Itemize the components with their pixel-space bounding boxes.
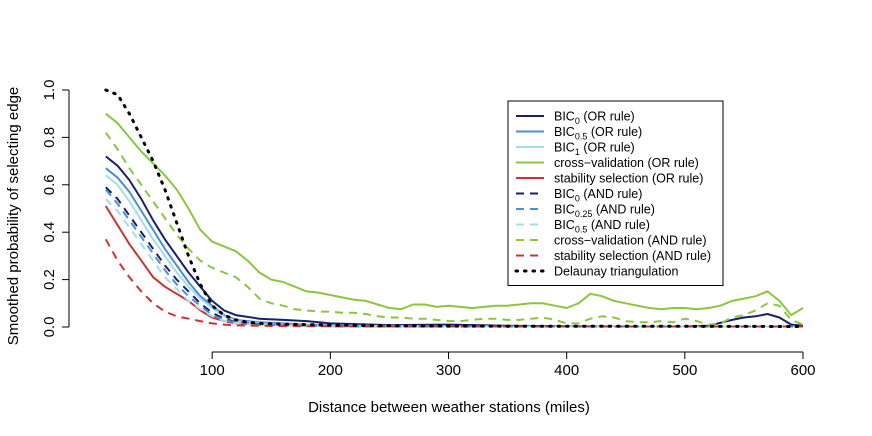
legend-label: BIC0 (OR rule) bbox=[554, 110, 635, 127]
legend-label: Delaunay triangulation bbox=[554, 265, 678, 279]
legend-label-suffix: (OR rule) bbox=[580, 141, 635, 155]
legend-label-base: BIC bbox=[554, 218, 575, 232]
legend-label-base: stability selection bbox=[554, 249, 649, 263]
y-tick-label: 0.6 bbox=[41, 174, 58, 195]
legend-label-subscript: 0.5 bbox=[575, 225, 588, 235]
legend-label-subscript: 1 bbox=[575, 147, 580, 157]
y-tick-label: 1.0 bbox=[41, 80, 58, 101]
y-axis-label: Smoothed probability of selecting edge bbox=[5, 87, 22, 346]
legend-label: stability selection (AND rule) bbox=[554, 249, 711, 263]
legend-label-suffix: (OR rule) bbox=[644, 156, 699, 170]
series-line-1 bbox=[105, 155, 804, 328]
x-tick-label: 500 bbox=[672, 362, 697, 379]
legend-label-base: cross−validation bbox=[554, 156, 644, 170]
legend-label-suffix: (AND rule) bbox=[649, 249, 712, 263]
legend-label: BIC0.25 (AND rule) bbox=[554, 203, 655, 220]
x-tick-label: 400 bbox=[554, 362, 579, 379]
legend-label-subscript: 0 bbox=[575, 116, 580, 126]
legend-label-subscript: 0 bbox=[575, 194, 580, 204]
x-tick-label: 200 bbox=[318, 362, 343, 379]
legend-label-suffix: (AND rule) bbox=[580, 187, 643, 201]
legend-label-base: Delaunay triangulation bbox=[554, 265, 678, 279]
y-tick-label: 0.2 bbox=[41, 269, 58, 290]
legend-label: cross−validation (AND rule) bbox=[554, 234, 707, 248]
legend-label-base: BIC bbox=[554, 203, 575, 217]
legend-label: BIC1 (OR rule) bbox=[554, 141, 635, 158]
legend-label: BIC0.5 (AND rule) bbox=[554, 218, 650, 235]
x-axis-label: Distance between weather stations (miles… bbox=[308, 399, 590, 416]
legend-label-suffix: (OR rule) bbox=[649, 172, 704, 186]
series-line-8 bbox=[105, 198, 803, 328]
legend-label: cross−validation (OR rule) bbox=[554, 156, 699, 170]
legend-label-suffix: (OR rule) bbox=[587, 125, 642, 139]
legend-label-base: BIC bbox=[554, 187, 575, 201]
legend-label-suffix: (AND rule) bbox=[587, 218, 650, 232]
legend-label-suffix: (AND rule) bbox=[592, 203, 655, 217]
plot-lines bbox=[104, 88, 805, 328]
legend-label: stability selection (OR rule) bbox=[554, 172, 703, 186]
legend-label-base: stability selection bbox=[554, 172, 649, 186]
y-tick-label: 0.0 bbox=[41, 317, 58, 338]
legend-label-base: cross−validation bbox=[554, 234, 644, 248]
y-tick-label: 0.8 bbox=[41, 127, 58, 148]
legend-label-base: BIC bbox=[554, 110, 575, 124]
legend-label-base: BIC bbox=[554, 125, 575, 139]
series-line-11 bbox=[104, 88, 805, 328]
x-tick-label: 600 bbox=[790, 362, 815, 379]
x-tick-label: 300 bbox=[436, 362, 461, 379]
x-tick-label: 100 bbox=[200, 362, 225, 379]
legend-label: BIC0 (AND rule) bbox=[554, 187, 642, 204]
legend-label: BIC0.5 (OR rule) bbox=[554, 125, 642, 142]
legend: BIC0 (OR rule)BIC0.5 (OR rule)BIC1 (OR r… bbox=[507, 100, 724, 286]
series-line-4 bbox=[105, 112, 804, 317]
series-line-7 bbox=[105, 188, 803, 328]
y-tick-label: 0.4 bbox=[41, 222, 58, 243]
series-line-10 bbox=[104, 238, 803, 328]
legend-label-suffix: (OR rule) bbox=[580, 110, 635, 124]
legend-label-base: BIC bbox=[554, 141, 575, 155]
series-line-9 bbox=[104, 132, 804, 326]
legend-label-subscript: 0.25 bbox=[575, 209, 593, 219]
legend-label-suffix: (AND rule) bbox=[644, 234, 707, 248]
legend-label-subscript: 0.5 bbox=[575, 132, 588, 142]
